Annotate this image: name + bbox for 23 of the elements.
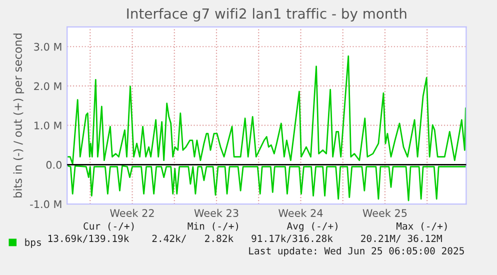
y-tick-label: 1.0 M xyxy=(34,122,62,130)
text: Avg (-/+) xyxy=(286,222,338,232)
x-tick-label: Week 23 xyxy=(194,208,238,217)
text: Max (-/+) xyxy=(396,222,447,231)
text: 13.69k/139.19k xyxy=(48,234,130,243)
text: 91.17k/316.28k xyxy=(252,234,333,243)
chart-title: Interface g7 wifi2 lan1 traffic - by month xyxy=(127,8,406,22)
x-tick-label: Week 22 xyxy=(110,208,154,217)
x-tick-label: Week 24 xyxy=(278,208,323,217)
text: 2.42k/ 2.82k xyxy=(152,234,234,243)
y-axis-title: bits in (-) / out (+) per second xyxy=(13,34,24,198)
legend-label: bps xyxy=(25,238,41,248)
text: Min (-/+) xyxy=(188,222,238,231)
x-tick-label: Week 25 xyxy=(362,208,407,217)
line-series xyxy=(67,165,466,202)
y-tick-label: 3.0 M xyxy=(34,42,62,51)
text: Last update: Wed Jun 25 06:05:00 2025 xyxy=(249,246,464,256)
y-tick-label: -1.0 M xyxy=(30,200,62,208)
line-series xyxy=(67,55,466,165)
y-tick-label: 0.0 xyxy=(46,160,62,169)
text: Cur (-/+) xyxy=(84,222,134,231)
text: 20.21M/ 36.12M xyxy=(361,234,442,243)
y-tick-label: 2.0 M xyxy=(34,82,62,90)
